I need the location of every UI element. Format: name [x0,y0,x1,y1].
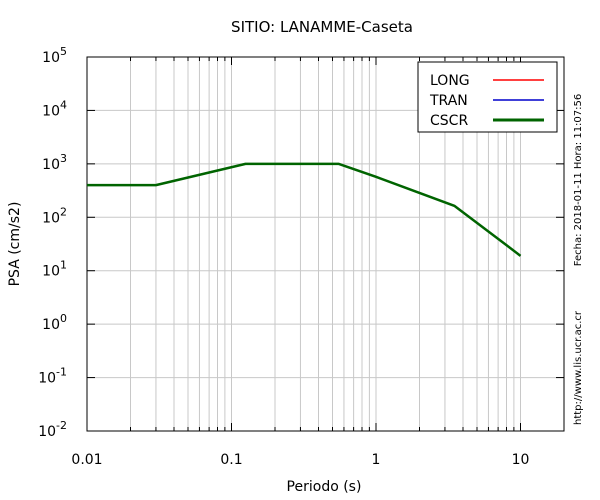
timestamp-note: Fecha: 2018-01-11 Hora: 11:07:56 [573,94,584,267]
legend: LONG TRAN CSCR [417,61,558,133]
x-tick-label: 0.01 [71,452,102,468]
chart-title: SITIO: LANAMME-Caseta [231,18,413,36]
series-line-cscr [87,162,522,257]
x-tick-label: 1 [372,452,381,468]
series-line-long [87,163,521,257]
series-layer [87,162,522,257]
x-axis-title: Periodo (s) [287,479,362,495]
y-tick-label: 104 [42,98,67,119]
website-note: http://www.lis.ucr.ac.cr [573,310,584,425]
y-axis: 10-2 10-1 100 101 102 103 104 105 [38,45,564,440]
y-tick-label: 103 [42,152,67,173]
x-tick-label: 0.1 [220,452,242,468]
y-tick-label: 10-2 [38,419,67,440]
y-tick-label: 102 [42,205,67,226]
y-tick-label: 100 [42,312,67,333]
x-axis: 0.01 0.1 1 10 [71,57,565,468]
plot-frame [86,56,565,432]
x-tick-label: 10 [512,452,530,468]
y-axis-title: PSA (cm/s2) [7,202,23,287]
y-tick-label: 101 [42,259,67,280]
legend-label-cscr: CSCR [430,113,468,129]
legend-label-long: LONG [430,73,470,89]
series-line-tran [87,163,521,257]
legend-label-tran: TRAN [429,93,468,109]
y-tick-label: 105 [42,45,67,66]
y-tick-label: 10-1 [38,366,67,387]
